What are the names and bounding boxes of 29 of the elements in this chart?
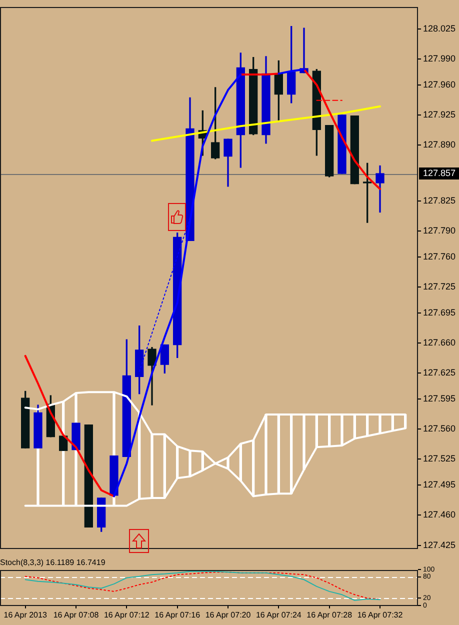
y-tick-label: 127.725 — [423, 282, 456, 292]
y-tick-label: 127.495 — [423, 480, 456, 490]
x-tick-label: 16 Apr 07:24 — [256, 610, 302, 620]
x-tick-label: 16 Apr 07:12 — [104, 610, 150, 620]
x-tick-label: 16 Apr 07:28 — [306, 610, 353, 620]
x-tick-label: 16 Apr 07:08 — [53, 610, 100, 620]
y-tick-label: 127.460 — [423, 510, 456, 520]
y-tick-label: 127.790 — [423, 226, 456, 236]
x-tick-label: 16 Apr 07:20 — [205, 610, 252, 620]
y-tick-label: 127.425 — [423, 540, 456, 550]
y-tick-label: 127.625 — [423, 368, 456, 378]
y-tick-label: 127.825 — [423, 196, 456, 206]
y-tick-label: 127.890 — [423, 140, 456, 150]
y-tick-label: 127.760 — [423, 251, 456, 262]
y-tick-label: 127.660 — [423, 338, 456, 348]
y-tick-label: 128.025 — [423, 23, 456, 34]
y-tick-label: 127.560 — [423, 424, 456, 434]
x-tick-label: 16 Apr 07:16 — [154, 610, 201, 620]
bar — [188, 450, 192, 477]
y-tick-label: 127.595 — [423, 393, 456, 404]
x-tick-label: 16 Apr 2013 — [4, 610, 48, 620]
chart-title: Stoch(8,3,3) 16.1189 16.7419 — [0, 558, 106, 568]
y-tick-label: 127.525 — [423, 454, 456, 464]
ref-line-label: 127.857 — [423, 168, 456, 178]
y-tick-label: 127.925 — [423, 109, 456, 120]
x-tick-label: 16 Apr 07:32 — [357, 610, 404, 620]
y-tick-label: 127.695 — [423, 307, 456, 318]
y-tick-label: 127.990 — [423, 54, 456, 64]
y-tick-label: 127.960 — [423, 79, 456, 90]
